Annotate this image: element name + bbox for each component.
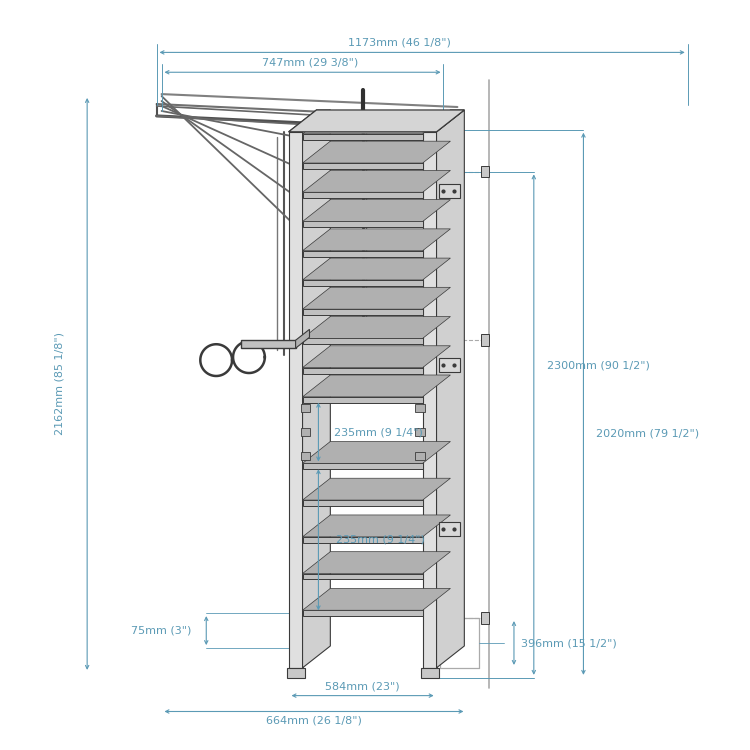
Bar (302, 464, 423, 470)
Polygon shape (436, 110, 464, 668)
Bar (302, 397, 423, 403)
Bar (415, 452, 424, 460)
Bar (482, 334, 489, 346)
Polygon shape (302, 346, 451, 368)
Text: 235mm (9 1/4"): 235mm (9 1/4") (335, 535, 424, 544)
Bar (302, 500, 423, 506)
Bar (439, 358, 460, 372)
Polygon shape (302, 229, 451, 251)
Bar (423, 132, 436, 668)
Bar (302, 537, 423, 543)
Bar (289, 132, 302, 668)
Polygon shape (302, 141, 451, 163)
Polygon shape (302, 589, 451, 610)
Bar (302, 574, 423, 580)
Polygon shape (302, 258, 451, 280)
Bar (302, 309, 423, 315)
Text: 747mm (29 3/8"): 747mm (29 3/8") (262, 57, 358, 68)
Polygon shape (302, 515, 451, 537)
Bar (301, 404, 310, 412)
Text: 2300mm (90 1/2"): 2300mm (90 1/2") (547, 360, 650, 370)
Text: 75mm (3"): 75mm (3") (131, 626, 192, 635)
Bar (302, 134, 423, 140)
Bar (415, 404, 424, 412)
Bar (302, 192, 423, 198)
Polygon shape (302, 478, 451, 500)
Bar (482, 166, 489, 178)
Bar (302, 610, 423, 616)
Polygon shape (302, 375, 451, 397)
Polygon shape (296, 329, 310, 348)
Polygon shape (302, 316, 451, 338)
Bar (301, 452, 310, 460)
Bar (302, 163, 423, 169)
Bar (439, 184, 460, 198)
Polygon shape (302, 110, 330, 668)
Bar (302, 251, 423, 257)
Bar (301, 428, 310, 436)
Bar (286, 668, 304, 678)
Bar (415, 428, 424, 436)
Text: 2020mm (79 1/2"): 2020mm (79 1/2") (596, 428, 700, 439)
Polygon shape (302, 200, 451, 221)
Text: 1173mm (46 1/8"): 1173mm (46 1/8") (349, 38, 452, 47)
Polygon shape (289, 110, 330, 132)
Bar (421, 668, 439, 678)
Polygon shape (302, 287, 451, 309)
Text: 396mm (15 1/2"): 396mm (15 1/2") (520, 638, 616, 648)
Bar (302, 221, 423, 227)
Bar (482, 612, 489, 624)
Bar (302, 280, 423, 286)
Polygon shape (302, 442, 451, 464)
Bar (241, 340, 296, 348)
Text: 584mm (23"): 584mm (23") (326, 682, 400, 692)
Polygon shape (302, 112, 451, 134)
Polygon shape (423, 110, 464, 132)
Bar (302, 368, 423, 374)
Polygon shape (289, 110, 464, 132)
Bar (439, 522, 460, 536)
Polygon shape (302, 552, 451, 574)
Polygon shape (302, 170, 451, 192)
Text: 2162mm (85 1/8"): 2162mm (85 1/8") (54, 332, 64, 436)
Bar (302, 338, 423, 344)
Text: 664mm (26 1/8"): 664mm (26 1/8") (266, 716, 362, 725)
Text: 235mm (9 1/4"): 235mm (9 1/4") (334, 427, 422, 437)
